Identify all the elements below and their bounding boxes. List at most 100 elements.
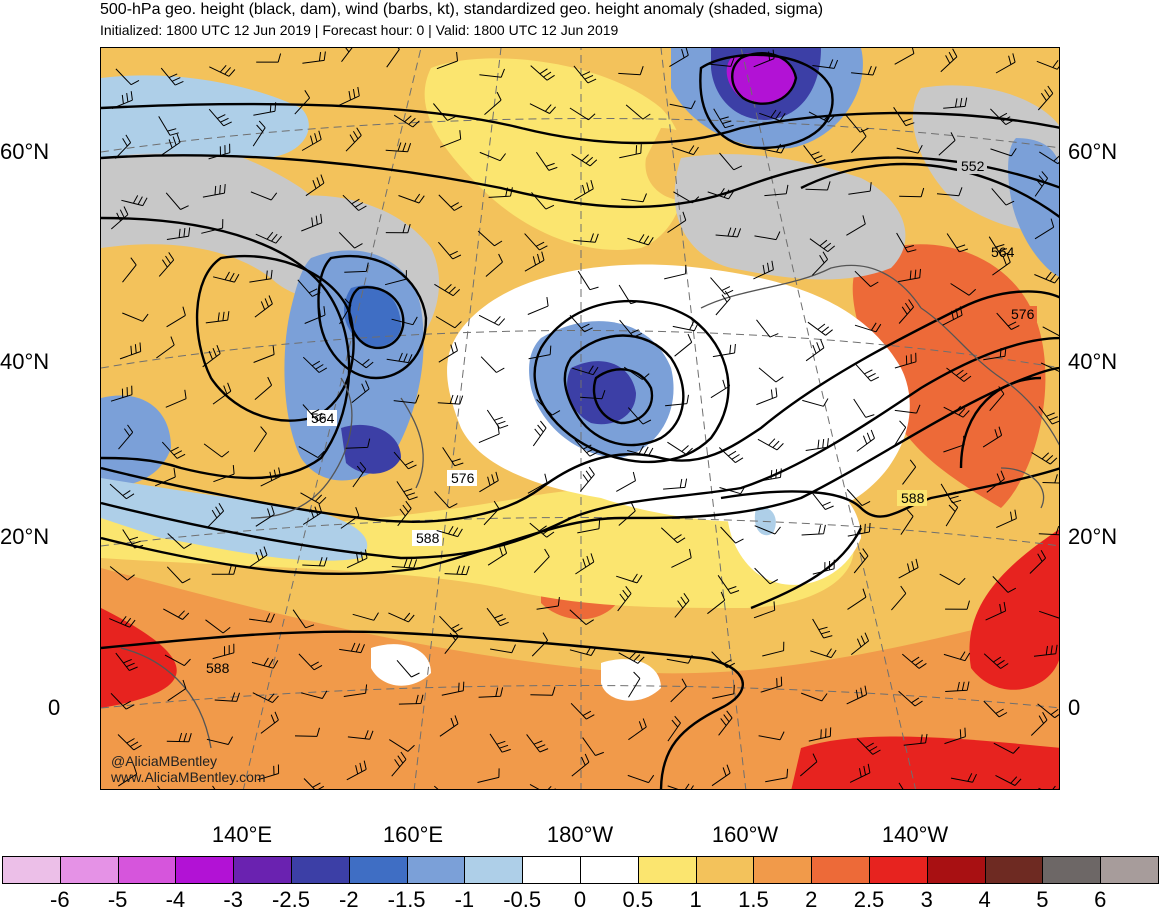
wind-barb bbox=[384, 270, 407, 286]
wind-barb bbox=[943, 435, 965, 453]
wind-barb bbox=[391, 558, 418, 569]
wind-barb bbox=[345, 127, 362, 152]
wind-barb bbox=[398, 193, 425, 204]
contour-label-552: 552 bbox=[961, 158, 985, 174]
wind-barb bbox=[385, 223, 411, 234]
wind-barb bbox=[711, 764, 731, 787]
contour-line bbox=[800, 162, 1059, 219]
wind-barb bbox=[808, 727, 832, 742]
colorbar-tick-label: -1 bbox=[454, 887, 475, 912]
wind-barb bbox=[255, 231, 282, 244]
wind-barb bbox=[573, 233, 599, 243]
colorbar-tick-label: -3 bbox=[223, 887, 243, 912]
wind-barb bbox=[441, 681, 465, 696]
wind-barb bbox=[758, 367, 784, 383]
wind-barb bbox=[854, 270, 879, 288]
wind-barb bbox=[856, 738, 881, 755]
wind-barb bbox=[297, 279, 321, 297]
wind-barb bbox=[995, 53, 1016, 74]
wind-barb bbox=[627, 445, 654, 457]
wind-barb bbox=[846, 215, 866, 236]
wind-barb bbox=[398, 694, 424, 705]
wind-barb bbox=[990, 108, 1014, 126]
wind-barb bbox=[341, 48, 353, 63]
wind-barb bbox=[810, 648, 837, 659]
wind-barb bbox=[478, 687, 504, 698]
wind-barb bbox=[569, 646, 597, 656]
wind-barb bbox=[439, 615, 463, 633]
wind-barb bbox=[531, 192, 555, 210]
wind-barb bbox=[166, 732, 192, 743]
wind-barb bbox=[202, 345, 221, 368]
wind-barb bbox=[719, 485, 746, 495]
wind-barb bbox=[302, 356, 328, 373]
wind-barb bbox=[292, 609, 315, 629]
wind-barb bbox=[536, 399, 561, 416]
wind-barb bbox=[983, 347, 1007, 361]
colorbar-swatch bbox=[348, 856, 408, 884]
wind-barb bbox=[580, 390, 606, 400]
wind-barb bbox=[439, 715, 459, 737]
wind-barb bbox=[898, 690, 923, 707]
colorbar-tick-label: 0 bbox=[573, 887, 587, 912]
wind-barb bbox=[988, 236, 1010, 256]
wind-barb bbox=[992, 253, 1011, 276]
wind-barb bbox=[983, 700, 1008, 718]
wind-barb bbox=[434, 491, 458, 509]
wind-barb bbox=[438, 341, 458, 363]
wind-barb bbox=[628, 671, 641, 698]
wind-barb bbox=[754, 525, 781, 535]
wind-barb bbox=[718, 447, 744, 464]
wind-barb bbox=[477, 230, 503, 247]
wind-barb bbox=[847, 522, 871, 537]
wind-barb bbox=[850, 632, 870, 655]
contour-line bbox=[750, 527, 863, 610]
wind-barb bbox=[807, 321, 833, 336]
wind-barb bbox=[438, 241, 462, 260]
wind-barb bbox=[352, 612, 379, 621]
wind-barb bbox=[619, 144, 642, 159]
coastline-aleutians bbox=[700, 264, 922, 309]
wind-barb bbox=[347, 730, 374, 740]
wind-barb bbox=[805, 438, 829, 451]
map-subtitle: Initialized: 1800 UTC 12 Jun 2019 | Fore… bbox=[100, 22, 619, 38]
wind-barb bbox=[300, 492, 327, 505]
wind-barb bbox=[989, 386, 1005, 412]
wind-barb bbox=[853, 398, 875, 418]
wind-barb bbox=[992, 576, 1017, 593]
wind-barb bbox=[618, 651, 645, 664]
wind-barb bbox=[896, 232, 917, 253]
colorbar-tick-label: 1.5 bbox=[738, 887, 769, 912]
wind-barb bbox=[758, 468, 782, 482]
contour-label-bg bbox=[897, 490, 927, 506]
wind-barb bbox=[627, 407, 652, 425]
colorbar-tick-label: 1 bbox=[689, 887, 702, 912]
contour-line bbox=[533, 299, 730, 464]
wind-barb bbox=[1031, 452, 1058, 465]
wind-barb bbox=[1040, 362, 1059, 372]
wind-barb bbox=[672, 145, 699, 156]
wind-barb bbox=[582, 737, 604, 756]
colorbar-swatch bbox=[464, 856, 524, 884]
wind-barb bbox=[298, 653, 323, 671]
colorbar-tick-label: -0.5 bbox=[503, 887, 542, 912]
wind-barb bbox=[579, 466, 595, 492]
wind-barb bbox=[294, 90, 311, 115]
coastline-japan bbox=[400, 397, 424, 489]
anomaly-positive-tropics bbox=[101, 568, 1059, 789]
wind-barb bbox=[809, 238, 836, 253]
wind-barb bbox=[713, 108, 734, 129]
wind-barb bbox=[348, 354, 374, 369]
wind-barb bbox=[898, 782, 904, 789]
wind-barb bbox=[894, 404, 921, 414]
wind-barb bbox=[946, 233, 968, 253]
wind-barb bbox=[166, 227, 191, 240]
wind-barb bbox=[252, 120, 266, 147]
wind-barb bbox=[667, 715, 681, 742]
wind-barb bbox=[340, 507, 360, 529]
wind-barb bbox=[115, 134, 132, 159]
wind-barb bbox=[529, 522, 555, 538]
wind-barb bbox=[251, 657, 279, 669]
wind-barb bbox=[302, 404, 326, 422]
contour-line bbox=[101, 630, 744, 789]
